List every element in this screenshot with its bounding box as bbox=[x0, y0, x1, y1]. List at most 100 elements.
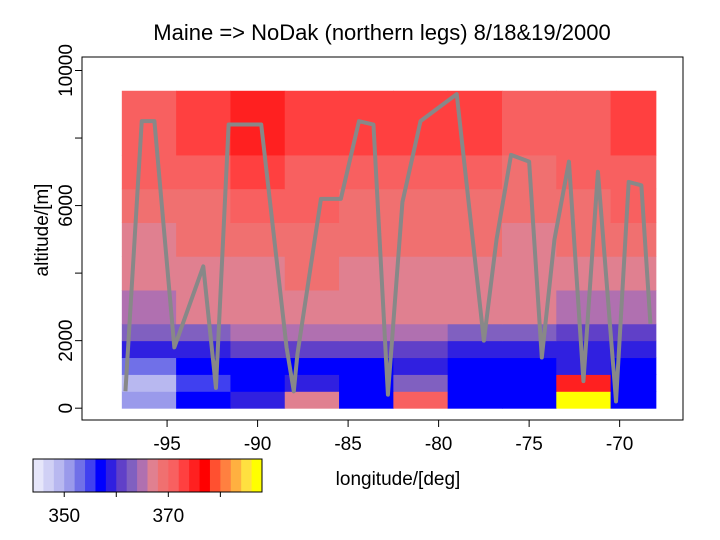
x-tick-label: -85 bbox=[334, 434, 361, 455]
heat-cell bbox=[339, 256, 394, 291]
heat-cell bbox=[176, 323, 231, 342]
heat-cell bbox=[610, 374, 657, 392]
y-tick-label: 0 bbox=[56, 403, 77, 414]
heat-cell bbox=[447, 323, 503, 342]
colorbar-cell bbox=[64, 459, 76, 492]
heat-cell bbox=[610, 323, 657, 342]
heat-cell bbox=[176, 391, 231, 409]
heat-cell bbox=[176, 188, 231, 223]
heat-cell bbox=[284, 374, 340, 392]
heat-cell bbox=[393, 340, 449, 359]
heat-cell bbox=[610, 357, 657, 375]
heat-cell bbox=[501, 323, 557, 342]
heat-cell bbox=[339, 188, 394, 223]
colorbar-cell bbox=[147, 459, 159, 492]
heat-cell bbox=[501, 357, 557, 375]
colorbar-cell bbox=[95, 459, 107, 492]
heat-cell bbox=[556, 289, 612, 325]
heat-cell bbox=[284, 323, 340, 342]
heat-cell bbox=[447, 340, 503, 359]
x-tick-label: -90 bbox=[244, 434, 271, 455]
heat-cell bbox=[230, 357, 286, 375]
x-tick-label: -75 bbox=[515, 434, 542, 455]
y-tick-label: 6000 bbox=[56, 184, 77, 226]
colorbar-cell bbox=[137, 459, 148, 492]
x-tick-label: -70 bbox=[606, 434, 633, 455]
heat-cell bbox=[393, 289, 449, 325]
heat-cell bbox=[501, 90, 557, 156]
x-tick-label: -95 bbox=[153, 434, 180, 455]
heat-cell bbox=[230, 374, 286, 392]
heat-cell bbox=[339, 357, 394, 375]
heat-cell bbox=[176, 374, 231, 392]
heat-cell bbox=[447, 188, 503, 223]
heat-cell bbox=[230, 323, 286, 342]
heat-cell bbox=[610, 90, 657, 156]
heat-cell bbox=[447, 374, 503, 392]
colorbar-cell bbox=[53, 459, 65, 492]
colorbar-cell bbox=[116, 459, 128, 492]
heat-cell bbox=[121, 374, 177, 392]
heat-cell bbox=[284, 391, 340, 409]
heat-cell bbox=[121, 222, 177, 257]
colorbar-frame bbox=[32, 458, 263, 493]
heat-cell bbox=[284, 154, 340, 190]
heat-cell bbox=[556, 323, 612, 342]
heat-cell bbox=[501, 391, 557, 409]
colorbar-cell bbox=[74, 459, 86, 492]
heat-cell bbox=[230, 188, 286, 223]
heat-cell bbox=[393, 323, 449, 342]
colorbar-cell bbox=[220, 459, 232, 492]
heat-cell bbox=[447, 154, 503, 190]
colorbar-cell bbox=[241, 459, 253, 492]
heat-cell bbox=[176, 357, 231, 375]
y-tick-label: 2000 bbox=[56, 320, 77, 362]
colorbar-cell bbox=[199, 459, 211, 492]
heat-cell bbox=[230, 289, 286, 325]
colorbar-cell bbox=[33, 459, 44, 492]
plot-frame bbox=[81, 56, 684, 421]
heat-cell bbox=[339, 323, 394, 342]
heat-cell bbox=[176, 90, 231, 156]
x-axis-label: longitude/[deg] bbox=[336, 469, 461, 490]
heat-cell bbox=[284, 340, 340, 359]
heat-cell bbox=[393, 374, 449, 392]
heat-cell bbox=[176, 340, 231, 359]
heat-cell bbox=[447, 289, 503, 325]
y-axis-label: altitude/[m] bbox=[32, 184, 53, 277]
heat-cell bbox=[447, 391, 503, 409]
heat-cell bbox=[610, 391, 657, 409]
heat-cell bbox=[556, 256, 612, 291]
x-tick-label: -80 bbox=[425, 434, 452, 455]
heat-cell bbox=[556, 391, 612, 409]
colorbar-cell bbox=[126, 459, 138, 492]
colorbar-tick-label: 350 bbox=[48, 506, 80, 527]
heat-cell bbox=[501, 340, 557, 359]
heat-cell bbox=[339, 222, 394, 257]
chart-title: Maine => NoDak (northern legs) 8/18&19/2… bbox=[153, 20, 610, 45]
heat-cell bbox=[176, 154, 231, 190]
heat-cell bbox=[230, 391, 286, 409]
heat-cell bbox=[284, 357, 340, 375]
heat-cell bbox=[121, 357, 177, 375]
colorbar-cell bbox=[85, 459, 96, 492]
colorbar-tick-label: 370 bbox=[152, 506, 184, 527]
colorbar-cell bbox=[43, 459, 55, 492]
colorbar-cell bbox=[230, 459, 242, 492]
heat-cell bbox=[393, 154, 449, 190]
heat-cell bbox=[121, 188, 177, 223]
heat-cell bbox=[393, 222, 449, 257]
flight-track bbox=[123, 92, 653, 404]
colorbar-cell bbox=[178, 459, 190, 492]
heat-cell bbox=[339, 391, 394, 409]
colorbar-cell bbox=[105, 459, 117, 492]
heat-cell bbox=[284, 90, 340, 156]
colorbar-cell bbox=[251, 459, 263, 492]
heat-cell bbox=[501, 222, 557, 257]
heat-cell bbox=[339, 340, 394, 359]
colorbar-cell bbox=[209, 459, 221, 492]
heat-cell bbox=[284, 188, 340, 223]
heat-cell bbox=[284, 289, 340, 325]
heat-cell bbox=[393, 357, 449, 375]
heat-cell bbox=[556, 90, 612, 156]
